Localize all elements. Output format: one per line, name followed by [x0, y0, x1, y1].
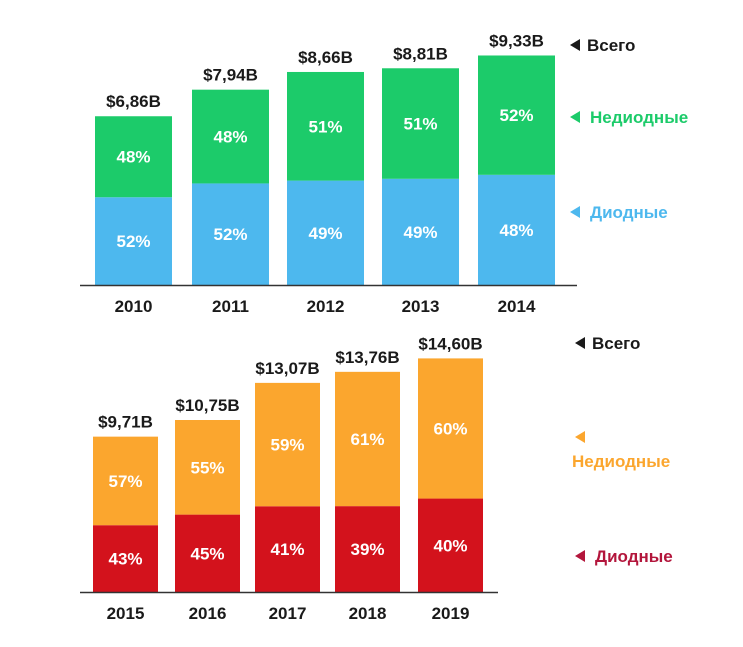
data-label-nondiode: 61% [350, 430, 384, 449]
x-tick-label: 2017 [269, 604, 307, 623]
x-tick-label: 2012 [307, 297, 345, 316]
x-tick-label: 2019 [432, 604, 470, 623]
total-label: $7,94B [203, 66, 258, 85]
bar-segment-diode [478, 174, 555, 285]
bar-segment-nondiode [478, 55, 555, 175]
legend-label-diode: Диодные [590, 203, 668, 222]
data-label-nondiode: 48% [116, 148, 150, 167]
legend-label-total: Всего [587, 36, 635, 55]
bar-segment-diode [287, 180, 364, 285]
bar-segment-nondiode [93, 436, 158, 526]
data-label-diode: 40% [433, 536, 467, 555]
data-label-diode: 49% [403, 223, 437, 242]
x-tick-label: 2013 [402, 297, 440, 316]
bar-segment-diode [192, 183, 269, 285]
legend-marker-total [575, 337, 585, 349]
bar-segment-diode [382, 178, 459, 285]
x-tick-label: 2010 [115, 297, 153, 316]
legend-marker-total [570, 39, 580, 51]
legend-label-diode: Диодные [595, 547, 673, 566]
bar-segment-nondiode [335, 371, 400, 507]
legend-label-nondiode: Недиодные [590, 108, 688, 127]
bar-segment-nondiode [418, 358, 483, 499]
total-label: $13,76B [335, 348, 399, 367]
data-label-nondiode: 51% [308, 117, 342, 136]
total-label: $13,07B [255, 359, 319, 378]
bar-segment-nondiode [175, 420, 240, 515]
bar-segment-diode [93, 525, 158, 592]
legend-marker-nondiode [575, 431, 585, 443]
data-label-nondiode: 48% [213, 128, 247, 147]
data-label-nondiode: 52% [499, 106, 533, 125]
data-label-nondiode: 59% [270, 436, 304, 455]
total-label: $9,33B [489, 31, 544, 50]
data-label-diode: 41% [270, 540, 304, 559]
x-tick-label: 2015 [107, 604, 145, 623]
bar-segment-nondiode [287, 71, 364, 181]
bar-segment-nondiode [382, 68, 459, 179]
data-label-diode: 45% [190, 544, 224, 563]
legend-label-total: Всего [592, 334, 640, 353]
data-label-diode: 52% [213, 225, 247, 244]
x-tick-label: 2016 [189, 604, 227, 623]
data-label-diode: 49% [308, 224, 342, 243]
data-label-nondiode: 55% [190, 458, 224, 477]
bar-segment-diode [95, 197, 172, 285]
data-label-diode: 43% [108, 550, 142, 569]
data-label-nondiode: 57% [108, 472, 142, 491]
data-label-diode: 48% [499, 221, 533, 240]
total-label: $10,75B [175, 396, 239, 415]
legend-marker-diode [575, 550, 585, 562]
bar-segment-diode [418, 498, 483, 592]
total-label: $6,86B [106, 92, 161, 111]
bar-segment-diode [255, 506, 320, 592]
x-tick-label: 2014 [498, 297, 536, 316]
bar-segment-diode [175, 514, 240, 592]
data-label-diode: 39% [350, 540, 384, 559]
data-label-nondiode: 60% [433, 419, 467, 438]
data-label-nondiode: 51% [403, 115, 437, 134]
x-tick-label: 2018 [349, 604, 387, 623]
legend-marker-diode [570, 206, 580, 218]
data-label-diode: 52% [116, 232, 150, 251]
total-label: $8,81B [393, 44, 448, 63]
x-tick-label: 2011 [212, 297, 249, 316]
legend-label-nondiode: Недиодные [572, 452, 670, 471]
bar-segment-nondiode [255, 382, 320, 507]
bar-segment-diode [335, 506, 400, 592]
total-label: $14,60B [418, 334, 482, 353]
bar-segment-nondiode [192, 89, 269, 184]
total-label: $8,66B [298, 48, 353, 67]
legend-marker-nondiode [570, 111, 580, 123]
bar-segment-nondiode [95, 116, 172, 198]
total-label: $9,71B [98, 413, 153, 432]
